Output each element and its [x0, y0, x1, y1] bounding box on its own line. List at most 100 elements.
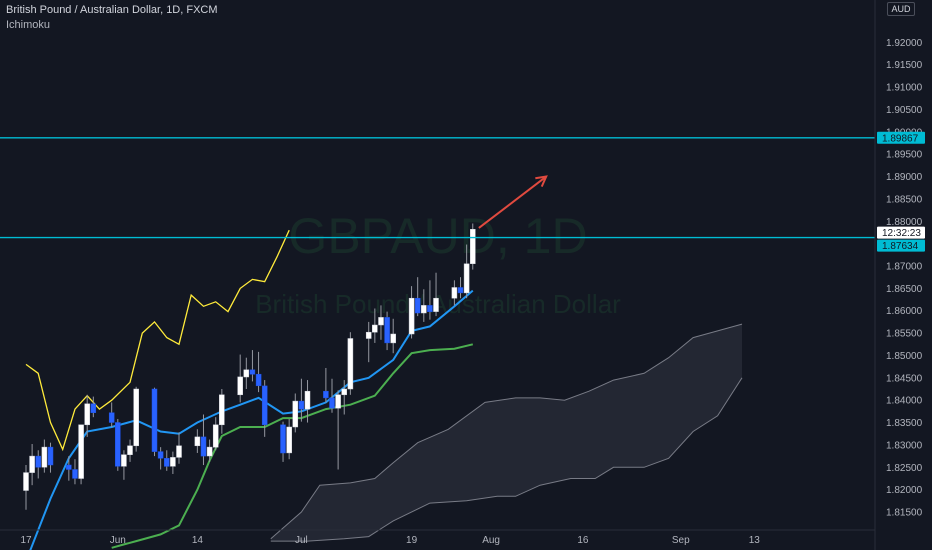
candle-body — [164, 458, 170, 467]
candle — [72, 459, 78, 485]
candle-body — [176, 445, 182, 458]
candle-body — [255, 373, 262, 387]
currency-label[interactable]: AUD — [887, 2, 915, 16]
countdown-label: 12:32:23 — [877, 226, 925, 239]
time-tick-label: 14 — [192, 535, 204, 546]
time-tick-label: 19 — [406, 535, 418, 546]
candle-body — [115, 422, 121, 467]
time-axis[interactable]: 17 Jun 14 Jul 19 Aug 16 Sep 13 — [20, 535, 760, 546]
candle-body — [292, 400, 299, 428]
ichimoku-cloud — [270, 323, 743, 542]
candle-body — [35, 455, 41, 468]
candle — [194, 429, 201, 453]
countdown-label-box — [877, 226, 925, 239]
candle-body — [206, 446, 213, 457]
price-tick-label: 1.89000 — [886, 172, 923, 183]
arrow-shaft[interactable] — [478, 175, 547, 229]
candle-body — [249, 369, 256, 375]
candle-body — [243, 369, 250, 378]
candle — [212, 417, 219, 451]
candle — [470, 223, 476, 270]
time-tick-label: Jul — [295, 535, 308, 546]
candle — [347, 332, 354, 395]
time-tick-label: Sep — [672, 535, 690, 546]
senkou-span-b — [270, 377, 743, 542]
price-tick-label: 1.85000 — [886, 351, 923, 362]
candle — [170, 451, 176, 474]
candle — [157, 447, 164, 470]
candle-body — [151, 388, 158, 452]
candle — [35, 450, 41, 479]
price-tick-label: 1.81500 — [886, 508, 923, 519]
candle — [280, 421, 286, 462]
candle-body — [127, 445, 133, 455]
candle — [408, 286, 415, 339]
candle — [261, 380, 268, 437]
candle — [29, 444, 35, 486]
time-tick-label: 17 — [20, 535, 32, 546]
price-tick-label: 1.88000 — [886, 217, 923, 228]
price-tick-label: 1.82000 — [886, 485, 923, 496]
candle-body — [194, 436, 201, 447]
candle-body — [378, 317, 384, 326]
candle-body — [427, 305, 433, 312]
candle-body — [78, 424, 84, 479]
candle-body — [108, 412, 115, 423]
candle-body — [470, 229, 476, 264]
time-tick-label: 13 — [749, 535, 761, 546]
price-tick-label: 1.86000 — [886, 306, 923, 317]
candle — [286, 418, 292, 460]
candle — [249, 350, 256, 382]
candle — [176, 432, 182, 464]
candle-body — [372, 324, 378, 333]
candle — [115, 418, 121, 471]
candle-body — [212, 424, 219, 448]
price-tick-label: 1.88500 — [886, 194, 923, 205]
candle — [335, 390, 341, 470]
price-tick-label: 1.87000 — [886, 262, 923, 273]
candle-body — [463, 263, 470, 294]
resistance-price-label-box — [877, 131, 925, 144]
candle — [463, 244, 470, 299]
candlestick-series — [23, 223, 476, 510]
indicator-label[interactable]: Ichimoku — [6, 19, 51, 31]
candle-body — [133, 388, 139, 447]
candle — [47, 442, 54, 473]
candle — [329, 378, 335, 413]
candle — [298, 378, 305, 422]
candle-body — [121, 454, 127, 467]
candle — [219, 389, 225, 434]
price-tick-label: 1.86500 — [886, 284, 923, 295]
candle — [255, 351, 262, 393]
price-tick-label: 1.90500 — [886, 105, 923, 116]
time-tick-label: Aug — [482, 535, 500, 546]
candle-body — [286, 426, 292, 454]
candle-body — [72, 469, 78, 479]
time-tick-label: 16 — [577, 535, 589, 546]
candle-body — [261, 385, 268, 426]
candle — [433, 272, 439, 317]
candle-body — [304, 390, 311, 410]
trend-arrow[interactable] — [478, 175, 548, 229]
countdown-label-text: 12:32:23 — [882, 228, 921, 239]
symbol-watermark: GBPAUD, 1D British Pound / Australian Do… — [255, 208, 621, 319]
candle-body — [66, 464, 72, 470]
candle-body — [335, 394, 341, 409]
candle — [421, 289, 427, 322]
price-tick-label: 1.82500 — [886, 463, 923, 474]
candle-body — [90, 403, 97, 413]
arrow-head[interactable] — [535, 175, 548, 188]
candle — [78, 424, 84, 485]
candle — [66, 456, 72, 481]
price-tick-label: 1.83500 — [886, 418, 923, 429]
watermark-symbol: GBPAUD, 1D — [288, 208, 587, 264]
candle-body — [298, 400, 305, 410]
chart-title: British Pound / Australian Dollar, 1D, F… — [6, 4, 218, 16]
candle — [427, 280, 433, 320]
candle — [84, 394, 90, 437]
candle-body — [347, 338, 354, 390]
horizontal-lines[interactable] — [0, 137, 875, 239]
candle — [378, 305, 384, 340]
cloud-fill — [270, 324, 742, 542]
